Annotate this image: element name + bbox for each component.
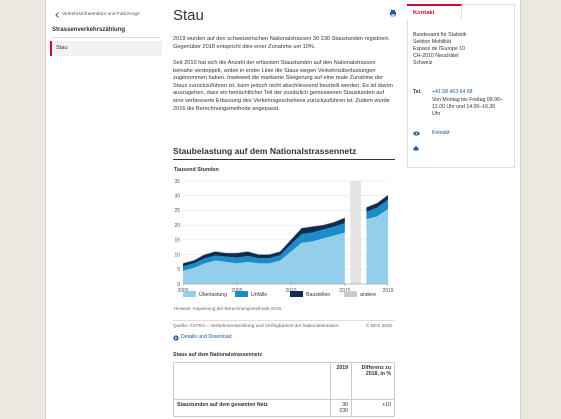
- table-header: 2019 Differenz zu 2018, in %: [173, 362, 395, 400]
- mail-icon[interactable]: [413, 131, 420, 136]
- intro-paragraph: 2019 wurden auf den schweizerischen Nati…: [173, 36, 390, 50]
- legend-swatch: [344, 291, 357, 297]
- legend-swatch: [183, 291, 196, 297]
- back-link[interactable]: Verkehrsinfrastruktur und Fahrzeuge: [62, 12, 140, 17]
- x-tick-label: 2019: [382, 288, 393, 294]
- y-tick-label: 35: [174, 179, 180, 185]
- cell: +10: [351, 399, 395, 417]
- address-line: Schweiz: [413, 60, 433, 66]
- divider: [173, 320, 395, 321]
- gap-band: [350, 181, 362, 284]
- active-nav[interactable]: Stau: [50, 41, 162, 56]
- section-link[interactable]: Strassenverkehrszählung: [52, 27, 160, 38]
- cell: 30 230: [330, 399, 352, 417]
- copyright: © BFS 2020: [366, 324, 393, 329]
- area: [183, 199, 388, 271]
- y-tick-label: 30: [174, 194, 180, 200]
- legend-label: Unfälle: [251, 292, 267, 298]
- legend-label: Baustellen: [306, 292, 330, 298]
- contact-box: [407, 4, 515, 168]
- header-cell: [173, 362, 331, 400]
- row-label: Staustunden auf dem gesamten Netz: [173, 399, 331, 417]
- tel[interactable]: +41 58 463 64 68: [432, 89, 473, 95]
- chart: Tausend Stunden0510152025303520002005201…: [174, 167, 394, 311]
- legend-label: andere: [360, 292, 376, 298]
- table-row: Staustunden auf dem gesamten Netz 30 230…: [173, 399, 395, 417]
- table-title: Staus auf dem Nationalstrassennetz: [173, 352, 263, 358]
- chart-note: Hinweis: Anpassung der Berechnungsmethod…: [174, 306, 282, 311]
- y-axis-label: Tausend Stunden: [174, 167, 219, 173]
- y-tick-label: 10: [174, 252, 180, 258]
- content: [45, 0, 521, 419]
- header-cell: 2019: [330, 362, 352, 400]
- y-tick-label: 0: [177, 282, 180, 288]
- download-icon[interactable]: [173, 335, 179, 341]
- address-line: Bundesamt für Statistik: [413, 32, 467, 38]
- print-icon[interactable]: [389, 9, 397, 17]
- y-tick-label: 25: [174, 208, 180, 214]
- legend-swatch: [290, 291, 303, 297]
- data-table: 2019 Differenz zu 2018, in % Staustunden…: [173, 362, 395, 417]
- contact-tab[interactable]: Kontakt: [407, 4, 462, 20]
- back-icon: [55, 12, 59, 18]
- contact-link[interactable]: Kontakt: [432, 130, 450, 136]
- print-contact-icon[interactable]: [413, 146, 419, 152]
- area: [183, 208, 388, 284]
- hours: Von Montag bis Freitag 09.00–12.00 Uhr u…: [432, 97, 503, 117]
- address-line: Espace de l'Europe 10: [413, 46, 466, 52]
- source: Quelle: ASTRA – Verkehrsentwicklung und …: [173, 324, 339, 329]
- download-link[interactable]: Details und Download: [181, 334, 232, 340]
- y-tick-label: 20: [174, 223, 180, 229]
- header-cell: Differenz zu 2018, in %: [351, 362, 395, 400]
- address: Bundesamt für Statistik Sektion Mobilitä…: [413, 32, 466, 67]
- paragraph: Seit 2010 hat sich die Anzahl der erfass…: [173, 60, 393, 112]
- address-line: Sektion Mobilität: [413, 39, 452, 45]
- chart-heading: Staubelastung auf dem Nationalstrassenne…: [173, 146, 395, 160]
- legend-swatch: [235, 291, 248, 297]
- y-tick-label: 15: [174, 238, 180, 244]
- tel-label: Tel.: [413, 89, 422, 95]
- page-title: Stau: [173, 7, 204, 24]
- y-tick-label: 5: [177, 267, 180, 273]
- address-line: CH-2010 Neuchâtel: [413, 53, 459, 59]
- legend-label: Überlastung: [199, 291, 227, 298]
